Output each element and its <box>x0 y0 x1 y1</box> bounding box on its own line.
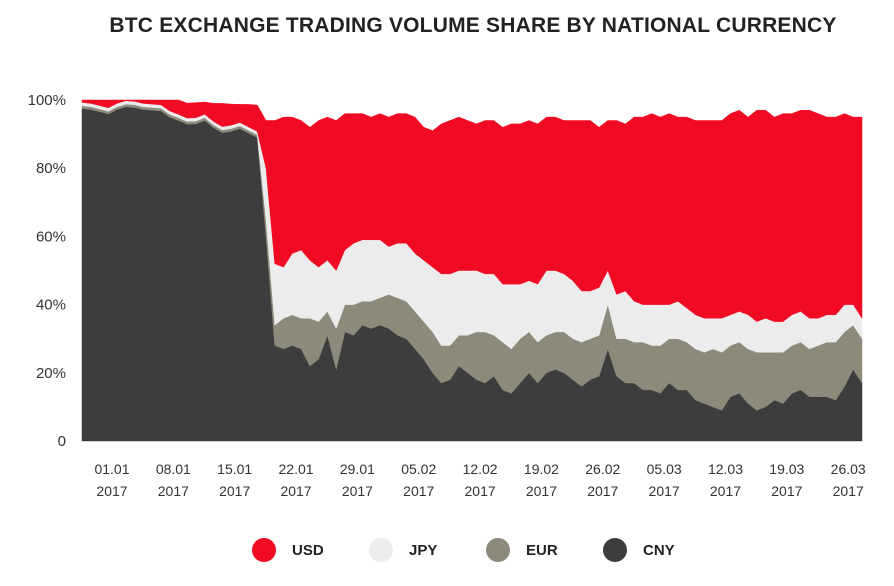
x-tick-label-date: 26.03 <box>831 461 866 477</box>
legend-label-eur: EUR <box>526 541 558 559</box>
y-axis-ticks: 0 20% 40% 60% 80% 100% <box>28 92 66 450</box>
x-tick-label-date: 26.02 <box>585 461 620 477</box>
x-tick-label-year: 2017 <box>526 483 557 499</box>
x-tick-label-date: 05.02 <box>401 461 436 477</box>
x-tick-label-year: 2017 <box>280 483 311 499</box>
x-tick-label-year: 2017 <box>96 483 127 499</box>
x-tick-label-year: 2017 <box>403 483 434 499</box>
legend: USD JPY EUR CNY <box>0 534 894 566</box>
legend-label-usd: USD <box>292 541 324 559</box>
chart-title: BTC EXCHANGE TRADING VOLUME SHARE BY NAT… <box>109 14 837 37</box>
x-tick-label-date: 12.02 <box>463 461 498 477</box>
x-tick-label-year: 2017 <box>219 483 250 499</box>
x-tick-label-date: 08.01 <box>156 461 191 477</box>
x-tick-label-year: 2017 <box>833 483 864 499</box>
x-tick-label-date: 05.03 <box>647 461 682 477</box>
x-tick-label-date: 29.01 <box>340 461 375 477</box>
x-tick-label-year: 2017 <box>587 483 618 499</box>
legend-item-eur: EUR <box>486 534 558 566</box>
x-tick-label-year: 2017 <box>158 483 189 499</box>
legend-item-jpy: JPY <box>369 534 437 566</box>
y-tick-label: 60% <box>36 228 66 245</box>
legend-swatch-jpy <box>369 538 393 562</box>
stacked-areas <box>81 99 863 442</box>
x-tick-label-date: 19.02 <box>524 461 559 477</box>
legend-item-usd: USD <box>252 534 324 566</box>
y-tick-label: 100% <box>28 92 66 109</box>
x-tick-label-date: 15.01 <box>217 461 252 477</box>
x-tick-label-date: 12.03 <box>708 461 743 477</box>
legend-label-cny: CNY <box>643 541 675 559</box>
legend-swatch-usd <box>252 538 276 562</box>
x-tick-label-year: 2017 <box>465 483 496 499</box>
x-tick-label-year: 2017 <box>771 483 802 499</box>
x-axis-ticks: 01.01 2017 08.01 2017 15.01 2017 22.01 2017 29.0… <box>94 461 865 499</box>
area-usd <box>81 99 863 322</box>
y-tick-label: 40% <box>36 297 66 314</box>
legend-swatch-cny <box>603 538 627 562</box>
x-tick-label-date: 01.01 <box>94 461 129 477</box>
x-tick-label-year: 2017 <box>710 483 741 499</box>
x-tick-label-year: 2017 <box>649 483 680 499</box>
x-tick-label-year: 2017 <box>342 483 373 499</box>
x-tick-label-date: 19.03 <box>769 461 804 477</box>
y-tick-label: 20% <box>36 365 66 382</box>
legend-label-jpy: JPY <box>409 541 438 559</box>
y-tick-label: 0 <box>58 433 66 450</box>
legend-item-cny: CNY <box>603 534 675 566</box>
y-tick-label: 80% <box>36 160 66 177</box>
x-tick-label-date: 22.01 <box>279 461 314 477</box>
legend-swatch-eur <box>486 538 510 562</box>
